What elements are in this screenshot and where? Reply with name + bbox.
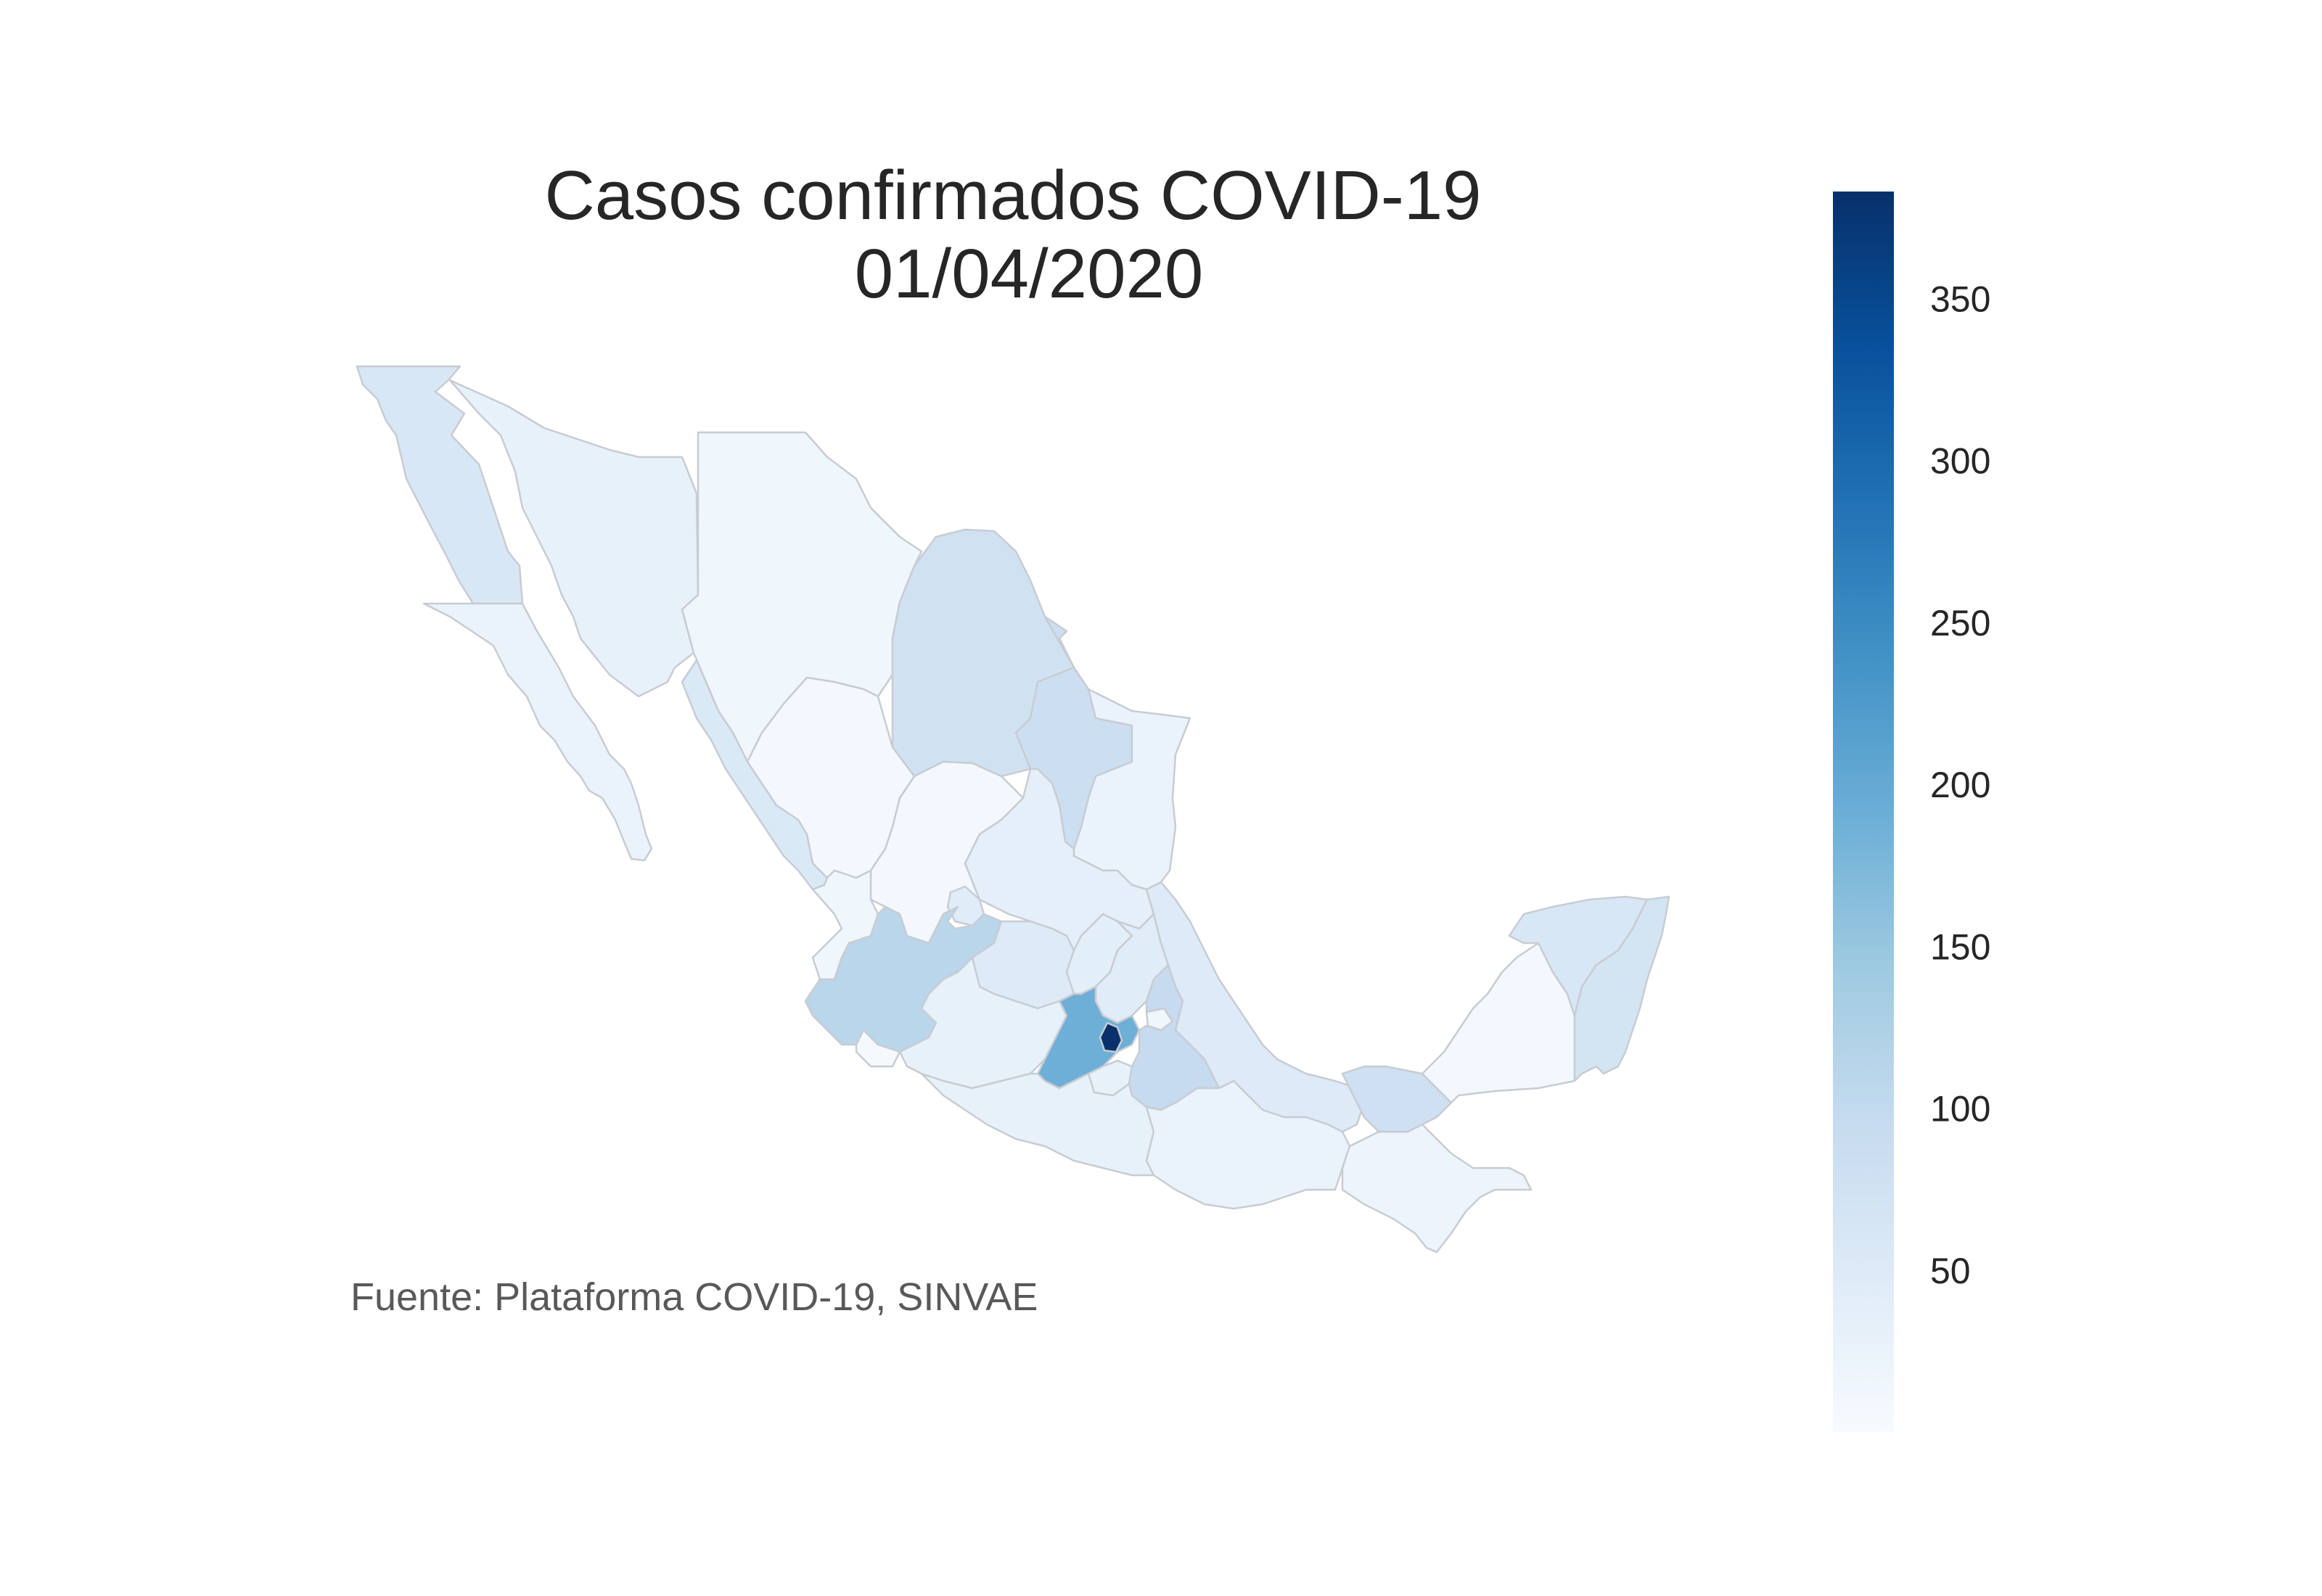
colorbar-tick-label: 200 <box>1930 765 1990 805</box>
state-colima[interactable] <box>855 1029 901 1068</box>
colorbar-ticks: 50 100 150 200 250 300 350 <box>1930 279 1990 1291</box>
colorbar-tick-label: 150 <box>1930 926 1990 967</box>
map-title-line1: Casos confirmados COVID-19 <box>544 157 1481 234</box>
state-baja-california-sur[interactable] <box>422 602 653 862</box>
state-quintana-roo[interactable] <box>1573 895 1670 1082</box>
colorbar-tick-label: 300 <box>1930 441 1990 482</box>
colorbar-tick-label: 250 <box>1930 603 1990 643</box>
colorbar: 50 100 150 200 250 300 350 <box>1833 192 1990 1432</box>
state-sonora[interactable] <box>448 379 700 698</box>
map-title-line2: 01/04/2020 <box>855 235 1203 313</box>
colorbar-tick-label: 100 <box>1930 1089 1990 1130</box>
mexico-map <box>356 365 1670 1254</box>
colorbar-gradient <box>1833 192 1894 1432</box>
source-note: Fuente: Plataforma COVID-19, SINVAE <box>350 1275 1038 1319</box>
state-estado-de-mexico[interactable] <box>1036 985 1141 1090</box>
state-guerrero[interactable] <box>920 1072 1155 1177</box>
colorbar-tick-label: 350 <box>1930 279 1990 319</box>
colorbar-tick-label: 50 <box>1930 1251 1971 1291</box>
state-tabasco[interactable] <box>1341 1065 1453 1133</box>
state-chiapas[interactable] <box>1341 1123 1533 1254</box>
state-ciudad-de-mexico[interactable] <box>1099 1021 1123 1053</box>
